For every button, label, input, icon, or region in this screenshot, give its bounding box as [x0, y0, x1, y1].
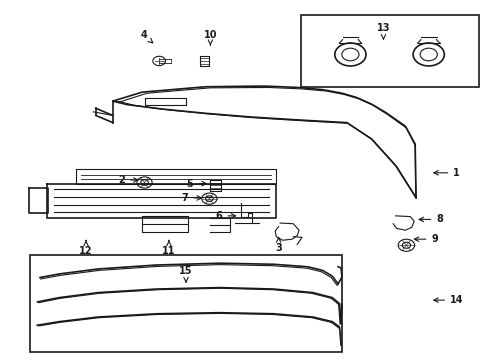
- Bar: [30, 255, 341, 352]
- Text: 3: 3: [275, 237, 282, 253]
- Text: 13: 13: [376, 23, 389, 39]
- Text: 7: 7: [181, 193, 201, 203]
- Text: 4: 4: [140, 30, 152, 43]
- Text: 2: 2: [118, 175, 138, 185]
- Text: 9: 9: [413, 234, 437, 244]
- Text: 14: 14: [433, 295, 463, 305]
- Text: 11: 11: [162, 240, 175, 256]
- Text: 5: 5: [186, 179, 206, 189]
- Text: 1: 1: [433, 168, 459, 178]
- Text: 15: 15: [179, 266, 192, 282]
- Text: 12: 12: [79, 240, 93, 256]
- Text: 10: 10: [203, 30, 217, 45]
- Bar: [300, 15, 478, 87]
- Text: 8: 8: [418, 215, 442, 224]
- Text: 6: 6: [215, 211, 235, 221]
